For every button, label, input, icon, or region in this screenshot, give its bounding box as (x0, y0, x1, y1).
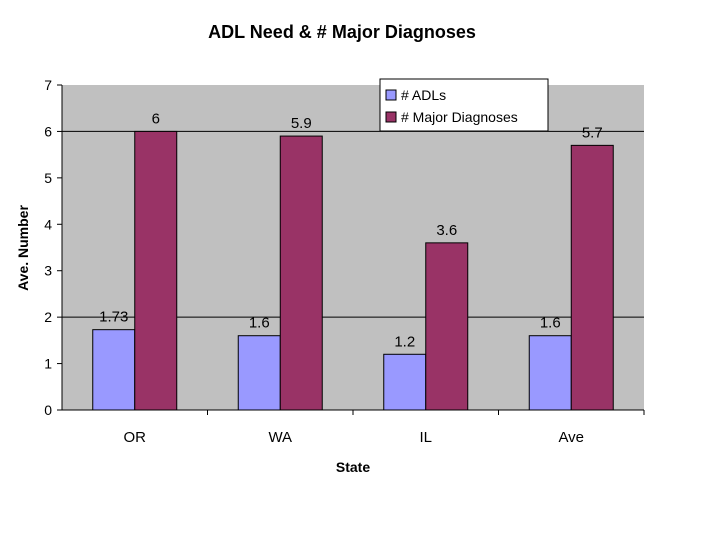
y-tick-label: 6 (44, 123, 52, 139)
bar-adls-ave (528, 335, 572, 411)
bars (92, 130, 614, 411)
data-label: 5.9 (291, 115, 312, 132)
x-axis-ticks: OR WA IL Ave (124, 410, 645, 446)
legend-swatch (385, 89, 397, 101)
data-label: 5.7 (582, 124, 603, 141)
y-tick-label: 4 (44, 216, 52, 232)
legend-label: # Major Diagnoses (401, 109, 518, 125)
bar-major-diagnoses-wa (279, 135, 323, 411)
chart-title: ADL Need & # Major Diagnoses (208, 22, 476, 42)
bar-major-diagnoses-or (134, 130, 178, 411)
y-tick-label: 5 (44, 170, 52, 186)
bar-adls-wa (237, 335, 281, 411)
data-label: 1.73 (99, 309, 128, 326)
data-label: 1.2 (394, 333, 415, 350)
x-tick-label: IL (419, 429, 432, 446)
legend-label: # ADLs (401, 87, 446, 103)
bar-adls-or (92, 329, 136, 411)
legend-swatch (385, 111, 397, 123)
legend-box (379, 78, 549, 132)
y-tick-label: 1 (44, 356, 52, 372)
y-tick-label: 7 (44, 77, 52, 93)
legend: # ADLs # Major Diagnoses (379, 78, 549, 132)
x-axis-title: State (336, 459, 370, 475)
bar-adls-il (383, 353, 427, 411)
bar-major-diagnoses-il (425, 242, 469, 411)
data-label: 6 (152, 110, 160, 127)
y-axis-ticks: 0 1 2 3 4 5 6 7 (44, 77, 62, 418)
data-label: 3.6 (436, 222, 457, 239)
x-tick-label: Ave (558, 429, 584, 446)
data-label: 1.6 (540, 315, 561, 332)
y-axis-title: Ave. Number (15, 205, 31, 291)
y-tick-label: 3 (44, 263, 52, 279)
data-label: 1.6 (249, 315, 270, 332)
bar-labels: 1.73 6 1.6 5.9 1.2 3.6 1.6 5.7 (99, 110, 603, 350)
x-tick-label: WA (268, 429, 292, 446)
x-tick-label: OR (124, 429, 147, 446)
y-tick-label: 2 (44, 309, 52, 325)
bar-major-diagnoses-ave (570, 144, 614, 411)
y-tick-label: 0 (44, 402, 52, 418)
